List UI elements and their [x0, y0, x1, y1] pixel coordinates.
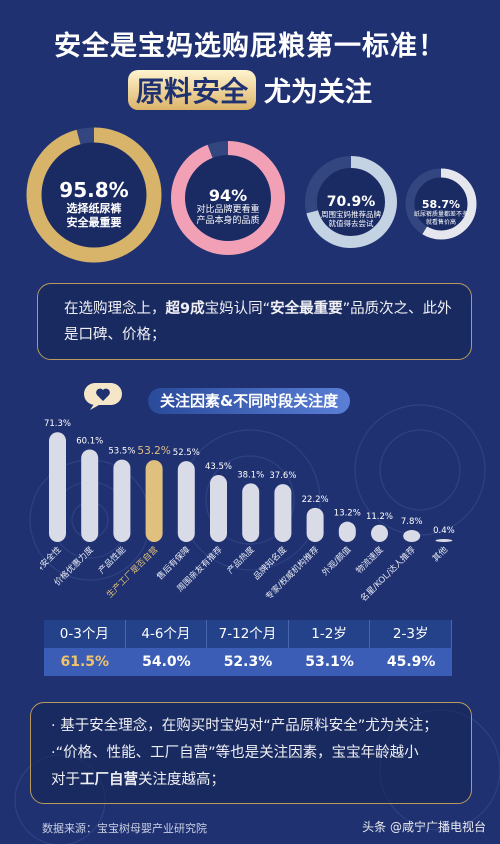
- age-value-3: 53.1%: [288, 648, 371, 676]
- bar-category-label-6: 产品热度: [225, 544, 257, 576]
- bar-category-label-12: 其他: [430, 544, 450, 564]
- age-value-2: 52.3%: [207, 648, 289, 676]
- bar-category-label-9: 外观/颜值: [320, 544, 354, 578]
- bar-chart: 71.3% 产品原料安全性 60.1% 价格优惠力度 53.5% 产品性能 53.2% 生产工…: [14, 380, 472, 606]
- bar-value-label-8: 22.2%: [302, 495, 329, 505]
- summary-box-1: 在选购理念上，超9成宝妈认同“安全最重要”品质次之、此外是口碑、价格；: [37, 283, 472, 360]
- ring-arc-2: [171, 141, 285, 255]
- chart-title: 关注因素&不同时段关注度: [148, 388, 351, 414]
- bar-7: [274, 484, 292, 542]
- age-table: 0-3个月 4-6个月 7-12个月 1-2岁 2-3岁 61.5% 54.0%…: [44, 620, 452, 676]
- bar-12: [435, 539, 453, 542]
- age-table-header: 0-3个月 4-6个月 7-12个月 1-2岁 2-3岁: [44, 620, 452, 648]
- bar-value-label-0: 71.3%: [44, 419, 71, 429]
- s1-b: 超9成: [165, 301, 205, 317]
- bar-value-label-1: 60.1%: [76, 436, 103, 446]
- bar-11: [403, 529, 421, 542]
- ring-arc-3: [305, 156, 397, 248]
- sub-title: 原料安全 尤为关注: [0, 70, 500, 110]
- bar-8: [306, 507, 324, 542]
- ring-pct-4: 58.7%: [421, 198, 461, 211]
- summary-text-2: · 基于安全理念，在购买时宝妈对“产品原料安全”尤为关注； ·“价格、性能、工厂…: [51, 713, 463, 794]
- bar-value-label-12: 0.4%: [433, 526, 455, 536]
- bar-value-label-3: 53.2%: [137, 445, 170, 457]
- bar-value-label-5: 43.5%: [205, 462, 232, 472]
- ring-stats: 95.8% 选择纸尿裤 安全最重要 94% 对比品牌更看重 产品本身的品质 70…: [0, 120, 500, 270]
- heart-chat-icon: [84, 383, 122, 410]
- ring-cap-1a: 选择纸尿裤: [66, 202, 122, 215]
- age-header-1: 4-6个月: [125, 620, 208, 648]
- ring-arc-4: [405, 168, 477, 240]
- bar-category-label-8: 专家/权威机构推荐: [263, 544, 321, 602]
- bar-3: [145, 460, 163, 542]
- title-highlight: 原料安全: [127, 70, 256, 110]
- age-value-1: 54.0%: [125, 648, 208, 676]
- age-header-4: 2-3岁: [370, 620, 452, 648]
- bar-value-label-10: 11.2%: [366, 512, 393, 522]
- ring-cap-4a: 纸尿裤质量都差不多: [413, 211, 468, 218]
- data-source: 数据来源：宝宝树母婴产业研究院: [42, 822, 207, 835]
- age-header-2: 7-12个月: [207, 620, 289, 648]
- bar-chart-svg: 71.3%产品原料安全性60.1%价格优惠力度53.5%产品性能53.2%生产工…: [14, 419, 455, 604]
- bar-10: [371, 524, 388, 542]
- bar-value-label-11: 7.8%: [401, 517, 423, 527]
- ring-label-2: 94% 对比品牌更看重 产品本身的品质: [178, 186, 278, 228]
- s1-a: 在选购理念上，: [64, 301, 166, 317]
- ring-pct-3: 70.9%: [326, 194, 376, 210]
- watermark: 头条 @咸宁广播电视台: [362, 820, 486, 834]
- s2-l3b: 工厂自营: [80, 772, 138, 788]
- bar-6: [242, 483, 260, 542]
- ring-arc-1: [26, 127, 162, 263]
- s1-c: 宝妈认同“: [204, 301, 271, 317]
- ring-charts: [26, 127, 477, 263]
- ring-cap-1b: 安全最重要: [66, 215, 122, 229]
- bar-value-label-2: 53.5%: [108, 447, 135, 457]
- bar-category-label-11: 名星/KOL/达人推荐: [358, 544, 418, 604]
- bar-value-label-4: 52.5%: [173, 448, 200, 458]
- age-header-0: 0-3个月: [44, 620, 126, 648]
- summary-box-2: · 基于安全理念，在购买时宝妈对“产品原料安全”尤为关注； ·“价格、性能、工厂…: [30, 702, 472, 804]
- age-value-0: 61.5%: [44, 648, 126, 676]
- summary-text-1: 在选购理念上，超9成宝妈认同“安全最重要”品质次之、此外是口碑、价格；: [64, 296, 454, 348]
- age-table-values: 61.5% 54.0% 52.3% 53.1% 45.9%: [44, 648, 452, 676]
- s1-e: ”品质次之、此外是口碑、价格；: [64, 301, 452, 343]
- age-header-3: 1-2岁: [288, 620, 371, 648]
- title-rest: 尤为关注: [264, 77, 372, 108]
- bar-value-label-6: 38.1%: [237, 470, 264, 480]
- s2-line3: 对于工厂自营关注度越高；: [51, 767, 463, 794]
- main-title: 安全是宝妈选购屁粮第一标准！: [54, 31, 446, 62]
- ring-pct-2: 94%: [208, 186, 248, 205]
- ring-cap-4b: 就看售价高: [425, 218, 456, 226]
- s2-l3a: 对于: [51, 772, 80, 788]
- bar-4: [177, 461, 195, 542]
- ring-label-3: 70.9% 周围宝妈推荐品牌 就值得去尝试: [306, 194, 396, 229]
- bar-9: [338, 521, 356, 542]
- ring-cap-2b: 产品本身的品质: [196, 216, 260, 227]
- ring-pct-1: 95.8%: [59, 178, 129, 202]
- bar-5: [210, 475, 227, 542]
- bar-category-label-2: 产品性能: [96, 544, 128, 576]
- s2-l3c: 关注度越高；: [138, 772, 225, 788]
- ring-cap-3a: 周围宝妈推荐品牌: [321, 210, 381, 219]
- ring-label-4: 58.7% 纸尿裤质量都差不多 就看售价高: [406, 198, 476, 226]
- bar-0: [49, 432, 66, 542]
- bar-value-label-9: 13.2%: [334, 509, 361, 519]
- ring-label-1: 95.8% 选择纸尿裤 安全最重要: [34, 178, 154, 230]
- ring-cap-2a: 对比品牌更看重: [196, 205, 260, 215]
- bar-value-label-7: 37.6%: [269, 471, 296, 481]
- bar-1: [81, 449, 99, 542]
- s1-d: 安全最重要: [270, 301, 343, 317]
- bar-2: [113, 459, 131, 542]
- s2-line1: · 基于安全理念，在购买时宝妈对“产品原料安全”尤为关注；: [51, 718, 438, 734]
- ring-cap-3b: 就值得去尝试: [328, 219, 374, 229]
- s2-line2: ·“价格、性能、工厂自营”等也是关注因素，宝宝年龄越小: [51, 745, 419, 761]
- age-value-4: 45.9%: [370, 648, 452, 676]
- bar-category-label-10: 物流速度: [354, 544, 386, 576]
